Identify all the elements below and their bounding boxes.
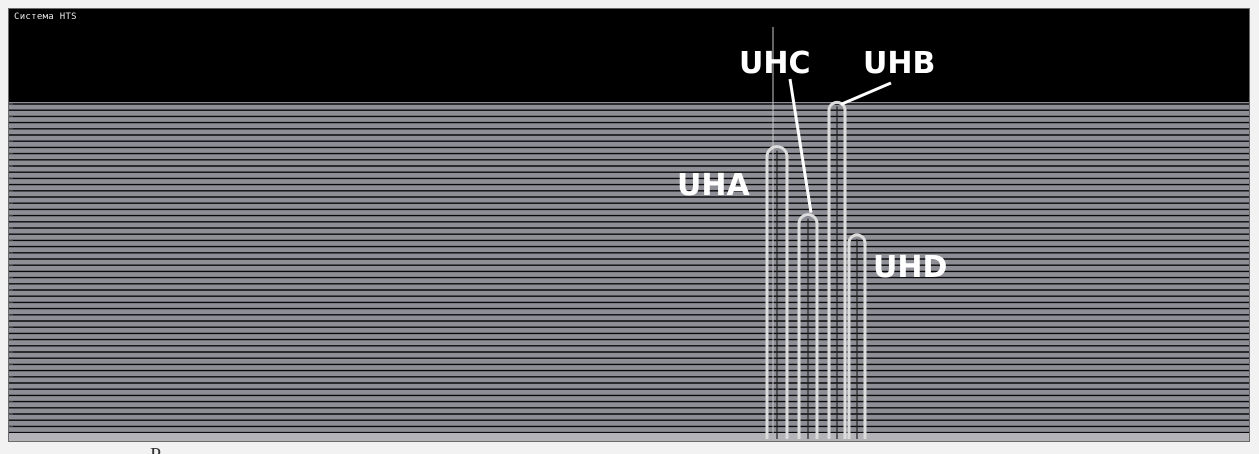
spectrum-plot-area: UHA UHC UHB UHD: [9, 27, 1249, 441]
hts-window: Система HTS UHA UHC UHB UHD: [8, 8, 1250, 442]
peak-uhc: [797, 213, 819, 439]
peak-uha: [765, 145, 789, 439]
peak-uhb: [827, 100, 847, 439]
label-uhd: UHD: [873, 250, 947, 285]
spectrum-display: UHA UHC UHB UHD: [9, 27, 1249, 441]
peak-uhd: [847, 233, 867, 439]
label-uhb: UHB: [863, 46, 935, 81]
label-uhc: UHC: [739, 46, 810, 81]
caption-fragment: Р: [150, 442, 550, 454]
leader-uhb: [840, 81, 892, 106]
window-titlebar: Система HTS: [9, 9, 1249, 27]
display-top-band-right: [839, 27, 1249, 112]
label-uha: UHA: [677, 168, 750, 203]
window-title: Система HTS: [14, 12, 77, 22]
baseline-strip: [9, 433, 1249, 441]
leader-uhc: [788, 78, 813, 213]
